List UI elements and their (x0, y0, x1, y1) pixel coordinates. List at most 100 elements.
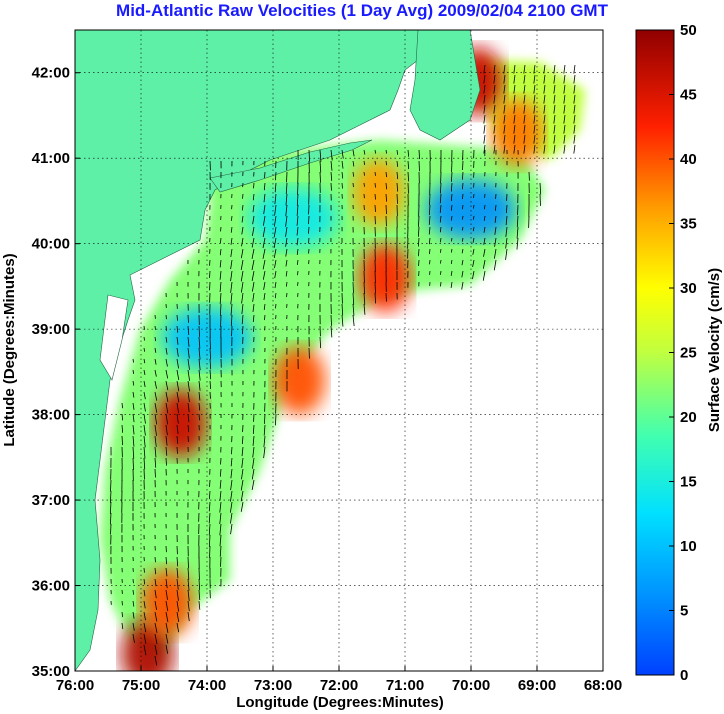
velocity-arrow (209, 358, 212, 370)
velocity-arrow (219, 479, 222, 489)
velocity-arrow (143, 622, 147, 633)
velocity-arrow (274, 182, 277, 193)
velocity-arrow (352, 292, 355, 305)
velocity-arrow (407, 149, 410, 157)
velocity-arrow (252, 314, 255, 322)
velocity-arrow (110, 479, 112, 492)
velocity-arrow (219, 270, 222, 280)
velocity-arrow (241, 435, 244, 445)
velocity-arrow (274, 193, 277, 205)
velocity-arrow (263, 281, 266, 290)
velocity-arrow (429, 248, 431, 255)
velocity-arrow (262, 215, 266, 226)
velocity-arrow (230, 248, 233, 257)
velocity-arrow (154, 369, 157, 377)
y-axis-label: Latitude (Degrees:Minutes) (1, 253, 18, 446)
velocity-arrow (533, 114, 536, 124)
velocity-arrow (363, 303, 366, 315)
velocity-arrow (352, 160, 355, 167)
velocity-arrow (154, 446, 157, 458)
velocity-arrow (417, 237, 420, 247)
velocity-arrow (231, 446, 233, 455)
velocity-arrow (483, 64, 486, 74)
velocity-arrow (533, 94, 536, 104)
velocity-arrow (241, 215, 244, 223)
velocity-arrow (483, 237, 486, 245)
velocity-arrow (165, 347, 168, 355)
velocity-arrow (198, 336, 201, 349)
velocity-arrow (523, 144, 526, 154)
velocity-arrow (385, 204, 387, 215)
velocity-arrow (109, 490, 112, 503)
velocity-arrow (330, 149, 333, 161)
x-tick-label: 74:00 (188, 677, 226, 694)
velocity-arrow (385, 160, 388, 166)
velocity-arrow (252, 303, 255, 313)
velocity-arrow (165, 380, 169, 391)
velocity-arrow (493, 134, 496, 144)
velocity-arrow (450, 226, 453, 231)
velocity-arrow (374, 193, 376, 200)
velocity-arrow (330, 314, 332, 326)
velocity-arrow (461, 281, 464, 290)
velocity-arrow (407, 160, 410, 170)
velocity-arrow (262, 226, 266, 238)
velocity-arrow (230, 281, 233, 293)
velocity-arrow (143, 633, 147, 644)
velocity-arrow (461, 248, 464, 254)
velocity-arrow (165, 325, 168, 331)
velocity-arrow (483, 226, 486, 233)
velocity-arrow (563, 64, 566, 74)
velocity-arrow (483, 94, 486, 104)
velocity-arrow (296, 259, 299, 266)
velocity-arrow (573, 64, 576, 74)
velocity-arrow (154, 391, 158, 401)
velocity-arrow (513, 64, 516, 74)
velocity-arrow (230, 490, 233, 502)
velocity-arrow (230, 523, 233, 535)
velocity-arrow (209, 380, 211, 390)
velocity-arrow (573, 124, 576, 134)
velocity-arrow (154, 567, 157, 575)
velocity-arrow (505, 237, 508, 249)
velocity-arrow (418, 149, 420, 160)
velocity-arrow (176, 413, 179, 424)
velocity-arrow (573, 84, 576, 94)
velocity-arrow (154, 578, 157, 587)
velocity-arrow (385, 149, 387, 154)
velocity-arrow (165, 567, 168, 577)
velocity-vectors (109, 64, 576, 666)
velocity-arrow (143, 402, 146, 412)
velocity-arrow (462, 215, 464, 220)
velocity-arrow (341, 171, 344, 179)
velocity-arrow (513, 144, 516, 154)
velocity-arrow (165, 556, 168, 565)
velocity-arrow (418, 248, 420, 257)
velocity-arrow (176, 556, 179, 567)
velocity-arrow (121, 402, 124, 409)
velocity-arrow (187, 413, 190, 423)
velocity-arrow (563, 124, 566, 134)
velocity-arrow (154, 435, 157, 447)
velocity-arrow (187, 336, 190, 347)
velocity-arrow (462, 182, 464, 190)
velocity-arrow (461, 226, 464, 231)
velocity-arrow (396, 149, 399, 155)
y-tick-label: 38:00 (32, 407, 70, 424)
velocity-arrow (543, 114, 546, 124)
velocity-arrow (219, 281, 222, 293)
velocity-arrow (396, 171, 399, 180)
x-tick-label: 73:00 (254, 677, 292, 694)
delmarva (99, 294, 129, 381)
velocity-arrow (483, 104, 486, 114)
velocity-arrow (275, 303, 277, 309)
velocity-arrow (330, 160, 333, 171)
velocity-arrow (154, 644, 158, 655)
velocity-arrow (494, 215, 497, 223)
velocity-arrow (252, 457, 255, 469)
velocity-arrow (230, 270, 233, 282)
velocity-arrow (241, 314, 244, 325)
velocity-arrow (450, 237, 453, 242)
velocity-arrow (154, 655, 158, 666)
